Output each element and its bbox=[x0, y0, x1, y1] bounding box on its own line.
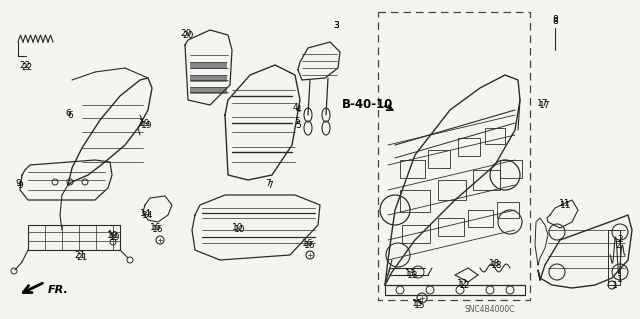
Text: 20: 20 bbox=[180, 28, 192, 38]
Text: 10: 10 bbox=[234, 226, 246, 234]
Text: 21: 21 bbox=[74, 251, 86, 261]
Bar bbox=[473, 170, 500, 190]
Bar bbox=[190, 62, 227, 68]
Text: 14: 14 bbox=[142, 211, 154, 219]
Text: 9: 9 bbox=[17, 181, 23, 189]
Text: 19: 19 bbox=[108, 232, 119, 241]
Bar bbox=[458, 138, 480, 156]
Bar bbox=[190, 87, 227, 93]
Text: 14: 14 bbox=[140, 209, 152, 218]
Text: 12: 12 bbox=[458, 278, 468, 287]
Text: 15: 15 bbox=[414, 300, 426, 309]
Bar bbox=[608, 230, 620, 285]
Text: 5: 5 bbox=[295, 121, 301, 130]
Text: 16: 16 bbox=[304, 241, 316, 249]
Text: 16: 16 bbox=[152, 226, 164, 234]
Text: 18: 18 bbox=[489, 258, 500, 268]
Text: 13: 13 bbox=[405, 269, 417, 278]
Bar bbox=[500, 160, 522, 178]
Text: B-40-10: B-40-10 bbox=[342, 99, 394, 112]
Text: 8: 8 bbox=[552, 16, 558, 25]
Text: 20: 20 bbox=[182, 31, 194, 40]
Text: 17: 17 bbox=[537, 99, 548, 108]
Bar bbox=[468, 210, 493, 227]
Text: 18: 18 bbox=[492, 261, 503, 270]
Text: 2: 2 bbox=[617, 235, 623, 244]
Bar bbox=[428, 150, 450, 168]
Text: 6: 6 bbox=[67, 110, 73, 120]
Text: 4: 4 bbox=[295, 106, 301, 115]
Text: 1: 1 bbox=[617, 276, 623, 285]
Text: 6: 6 bbox=[65, 108, 71, 117]
Text: 3: 3 bbox=[333, 20, 339, 29]
Bar bbox=[438, 180, 466, 200]
Text: 16: 16 bbox=[302, 239, 314, 248]
Bar bbox=[485, 128, 505, 144]
Text: 22: 22 bbox=[19, 62, 31, 70]
Text: 4: 4 bbox=[292, 103, 298, 113]
Text: 2: 2 bbox=[615, 241, 621, 249]
Text: 16: 16 bbox=[150, 224, 162, 233]
Bar bbox=[400, 160, 425, 178]
Text: 11: 11 bbox=[560, 201, 572, 210]
Text: 11: 11 bbox=[559, 198, 571, 207]
Text: 1: 1 bbox=[612, 280, 618, 290]
Text: SNC4B4000C: SNC4B4000C bbox=[465, 306, 515, 315]
Text: 21: 21 bbox=[76, 254, 88, 263]
Text: 8: 8 bbox=[552, 18, 558, 26]
Text: 19: 19 bbox=[109, 234, 121, 242]
Text: 10: 10 bbox=[232, 224, 244, 233]
Bar bbox=[497, 202, 519, 218]
Text: 22: 22 bbox=[21, 63, 33, 72]
Text: 9: 9 bbox=[15, 179, 21, 188]
Text: 7: 7 bbox=[267, 181, 273, 189]
Bar bbox=[438, 218, 464, 236]
Text: 19: 19 bbox=[140, 118, 151, 128]
Bar bbox=[190, 75, 227, 81]
Bar bbox=[400, 190, 430, 212]
Text: 7: 7 bbox=[265, 179, 271, 188]
Text: 19: 19 bbox=[141, 121, 153, 130]
Text: 3: 3 bbox=[333, 20, 339, 29]
Text: 17: 17 bbox=[540, 100, 551, 109]
Bar bbox=[402, 225, 430, 243]
Text: 15: 15 bbox=[412, 299, 424, 308]
Text: 12: 12 bbox=[460, 280, 470, 290]
Text: FR.: FR. bbox=[47, 285, 68, 295]
Text: 5: 5 bbox=[294, 117, 300, 127]
Text: 13: 13 bbox=[407, 271, 419, 279]
